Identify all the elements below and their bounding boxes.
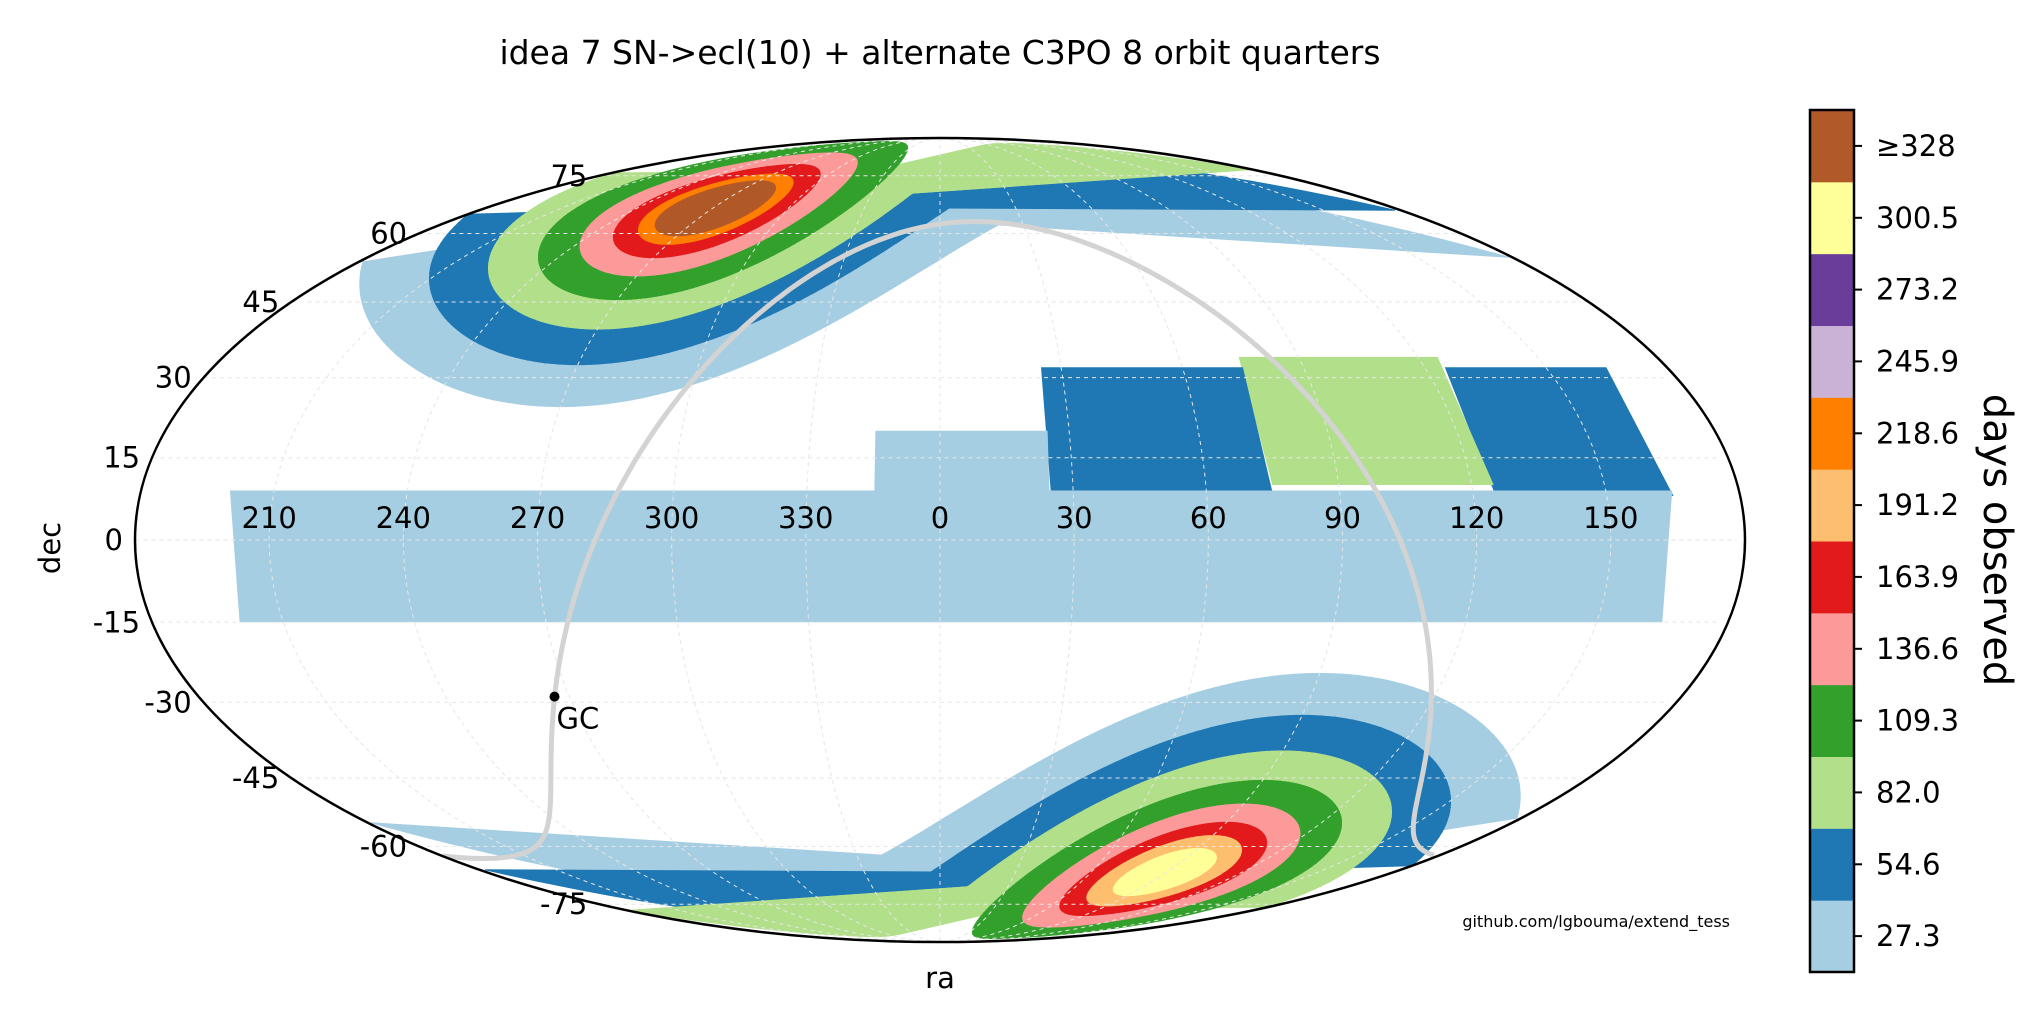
colorbar-tick-label: 300.5: [1876, 201, 1959, 235]
dec-tick-label: -15: [93, 605, 140, 639]
colorbar-swatch: [1810, 828, 1854, 901]
ra-gridline: [978, 138, 1478, 942]
dec-tick-label: 60: [370, 217, 407, 251]
ra-tick-label: 150: [1583, 501, 1638, 535]
colorbar-swatch: [1810, 397, 1854, 470]
dec-tick-label: -30: [144, 685, 191, 719]
ra-tick-label: 30: [1056, 501, 1093, 535]
dec-tick-label: -45: [232, 761, 279, 795]
x-axis-label: ra: [925, 961, 955, 995]
colorbar-tick-label: 27.3: [1876, 919, 1941, 953]
coordinate-grid: [135, 138, 1737, 942]
ra-tick-label: 330: [778, 501, 833, 535]
ra-gridline: [968, 138, 1343, 942]
ra-tick-label: 90: [1324, 501, 1361, 535]
dec-tick-label: 0: [105, 523, 123, 557]
ra-tick-label: 300: [644, 501, 699, 535]
ra-tick-label: 120: [1449, 501, 1504, 535]
ra-gridline: [949, 138, 1075, 942]
colorbar-tick-label: 273.2: [1876, 273, 1959, 307]
colorbar-swatch: [1810, 110, 1854, 183]
cap-ring: [654, 180, 776, 237]
ra-gridline: [805, 138, 931, 942]
colorbar-swatch: [1810, 756, 1854, 829]
colorbar-swatch: [1810, 684, 1854, 757]
colorbar-swatch: [1810, 181, 1854, 255]
ra-tick-label: 240: [376, 501, 431, 535]
colorbar: [1808, 108, 1856, 974]
chart-title: idea 7 SN->ecl(10) + alternate C3PO 8 or…: [499, 33, 1380, 72]
dec-tick-label: 15: [103, 441, 140, 475]
colorbar-swatch: [1810, 541, 1854, 614]
sky-boundary: [133, 136, 1747, 944]
colorbar-tick-label: 191.2: [1876, 488, 1959, 522]
colorbar-tick-label: 136.6: [1876, 632, 1959, 666]
colorbar-swatch: [1810, 900, 1854, 973]
dec-tick-label: 75: [550, 159, 587, 193]
colorbar-frame: [1808, 108, 1856, 974]
colorbar-label: days observed: [1974, 394, 2020, 687]
colorbar-swatch: [1810, 612, 1854, 686]
colorbar-swatch: [1810, 325, 1854, 398]
ra-gridline: [402, 138, 902, 942]
galactic-center-label: GC: [557, 702, 600, 736]
colorbar-tick-label: 109.3: [1876, 704, 1959, 738]
ra-gridline: [537, 138, 912, 942]
ra-gridline: [268, 138, 893, 942]
ra-gridline: [959, 138, 1209, 942]
galactic-plane-line: [552, 218, 1435, 858]
colorbar-tick-label: ≥328: [1876, 129, 1956, 163]
colorbar-tick-label: 54.6: [1876, 847, 1941, 881]
band-bin: [1041, 367, 1274, 496]
colorbar-swatch: [1810, 469, 1854, 542]
dec-tick-labels: 75 60 45 30 15 0 -15 -30 -45 -60 -75: [93, 159, 588, 921]
dec-tick-label: -75: [540, 887, 587, 921]
coverage-regions: [144, 140, 1739, 940]
credit-text: github.com/lgbouma/extend_tess: [1462, 912, 1730, 932]
sky-map: [135, 138, 1739, 942]
dec-tick-label: 45: [242, 285, 279, 319]
colorbar-tick-label: 218.6: [1876, 416, 1959, 450]
ra-tick-label: 210: [242, 501, 297, 535]
galactic-center-marker: [549, 691, 560, 702]
colorbar-tick-label: 82.0: [1876, 775, 1941, 809]
colorbar-tick-label: 245.9: [1876, 344, 1959, 378]
ra-tick-label: 0: [931, 501, 949, 535]
galactic-plane-line: [442, 696, 558, 862]
ra-gridline: [671, 138, 921, 942]
galactic-plane: [442, 218, 1435, 862]
band-bin: [1444, 367, 1674, 496]
ra-tick-label: 60: [1190, 501, 1227, 535]
cap-ring: [1112, 848, 1217, 897]
dec-tick-label: -60: [360, 830, 407, 864]
dec-tick-label: 30: [155, 361, 192, 395]
colorbar-swatch: [1810, 253, 1854, 326]
ra-tick-label: 270: [510, 501, 565, 535]
colorbar-tick-labels: 27.3 54.6 82.0 109.3 136.6 163.9 191.2 218.6 245…: [1854, 129, 1959, 953]
y-axis-label: dec: [33, 522, 67, 574]
ra-gridline: [987, 138, 1612, 942]
colorbar-tick-label: 163.9: [1876, 560, 1959, 594]
